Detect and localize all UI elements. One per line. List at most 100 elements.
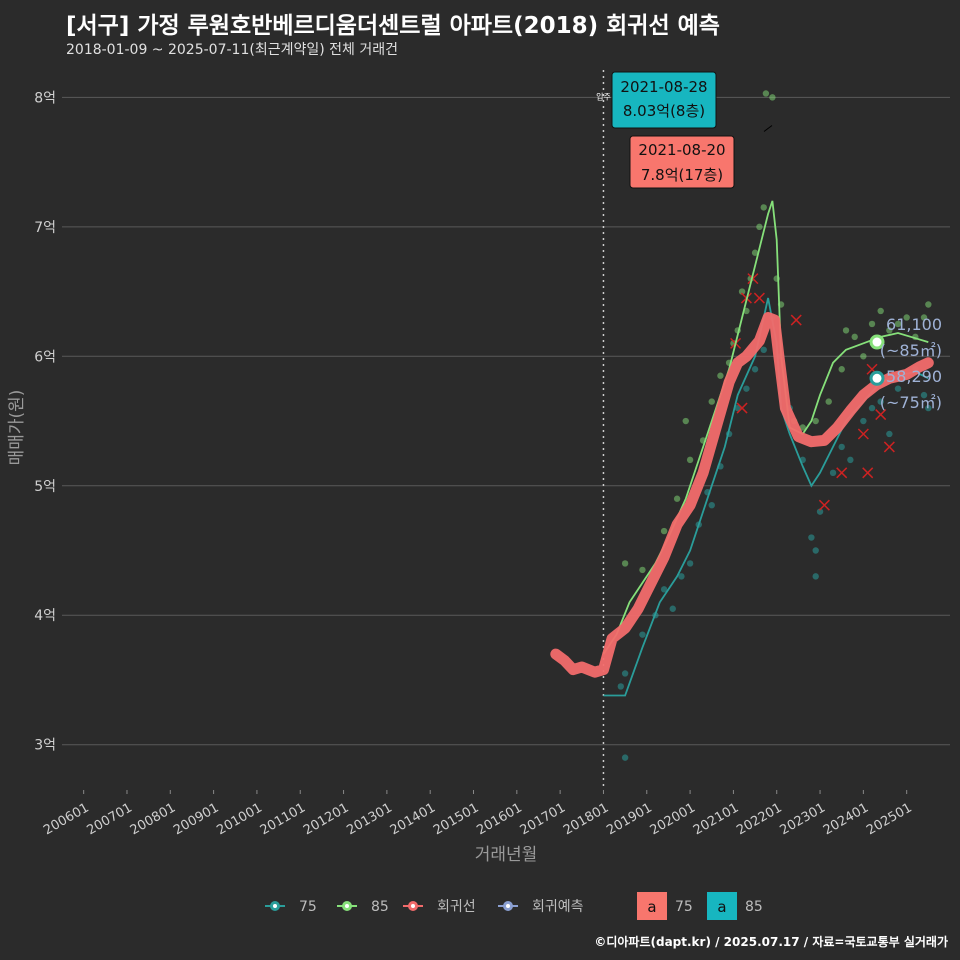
point-85 — [825, 398, 832, 405]
point-75 — [760, 346, 767, 354]
point-85 — [894, 320, 902, 328]
cancelled-mark — [875, 409, 887, 421]
point-85 — [925, 301, 932, 308]
x-tick-label: 202501 — [864, 800, 914, 838]
callout-85-value: 8.03억(8층) — [623, 102, 705, 120]
point-75 — [925, 404, 932, 412]
point-75 — [894, 385, 902, 392]
point-85 — [738, 288, 746, 295]
x-tick-label: 202101 — [691, 800, 741, 838]
x-tick-label: 201501 — [431, 800, 481, 838]
point-85 — [751, 249, 759, 256]
cancelled-mark — [862, 467, 874, 479]
x-tick-label: 201801 — [561, 800, 611, 838]
y-tick-label: 4억 — [34, 608, 56, 624]
chart-subtitle: 2018-01-09 ~ 2025-07-11(최근계약일) 전체 거래건 — [66, 42, 398, 58]
point-75 — [838, 443, 845, 451]
point-75 — [686, 560, 694, 567]
legend-marker-dot-s75 — [273, 904, 277, 908]
cancelled-mark — [736, 402, 748, 414]
point-85 — [886, 327, 893, 334]
move-in-label: 입주 — [596, 92, 611, 101]
y-tick-label: 3억 — [34, 738, 56, 754]
callout-85-box — [611, 71, 717, 129]
point-75 — [751, 366, 759, 373]
end-label-value: 58,290 — [886, 367, 942, 386]
legend-box-letter: a — [717, 898, 726, 916]
legend-label-regression: 회귀선 — [437, 899, 476, 915]
point-85 — [769, 94, 776, 101]
point-75 — [743, 385, 750, 392]
regression-line — [550, 312, 934, 678]
point-85 — [842, 327, 850, 334]
legend-marker-dot-s85 — [345, 904, 349, 908]
callout-75-box — [629, 135, 735, 189]
end-label-value: 61,100 — [886, 315, 942, 334]
legend-label-s75: 75 — [299, 899, 317, 915]
x-tick-label: 202301 — [778, 800, 828, 838]
cancelled-mark — [790, 314, 802, 326]
chart-title: [서구] 가정 루원호반베르디움더센트럴 아파트(2018) 회귀선 예측 — [66, 13, 720, 39]
point-75 — [621, 754, 629, 761]
y-tick-label: 7억 — [34, 220, 56, 236]
y-axis-title: 매매가(원) — [7, 390, 27, 466]
x-tick-label: 201901 — [604, 800, 654, 838]
point-75 — [829, 469, 837, 477]
legend-box-1 — [707, 892, 737, 920]
legend-label-s85: 85 — [371, 899, 389, 915]
point-85 — [860, 353, 867, 360]
point-85 — [799, 424, 806, 431]
cancelled-mark — [857, 428, 869, 440]
point-85 — [682, 417, 689, 425]
x-tick-label: 201301 — [344, 800, 394, 838]
callout-75-date: 2021-08-20 — [638, 141, 725, 159]
point-75 — [669, 605, 676, 612]
x-tick-label: 201201 — [301, 800, 351, 838]
point-85 — [673, 495, 681, 502]
end-point-75 — [869, 370, 885, 386]
cancelled-mark — [818, 499, 830, 511]
end-label-area: (~75㎡) — [880, 393, 942, 412]
x-axis-title: 거래년월 — [475, 845, 538, 865]
point-75 — [660, 586, 668, 593]
point-85 — [851, 333, 858, 341]
legend-box-letter: a — [647, 898, 656, 916]
point-85 — [717, 372, 724, 379]
x-tick-label: 202001 — [648, 800, 698, 838]
point-85 — [660, 527, 668, 535]
source-credit: ©디아파트(dapt.kr) / 2025.07.17 / 자료=국토교통부 실… — [594, 935, 948, 949]
point-75 — [877, 398, 884, 405]
point-75 — [860, 417, 867, 425]
legend-marker-dot-forecast — [506, 904, 510, 908]
cancelled-mark — [753, 292, 765, 304]
point-85 — [621, 560, 629, 567]
legend-box-label: 75 — [675, 899, 693, 915]
x-tick-label: 201701 — [518, 800, 568, 838]
legend-box-0 — [637, 892, 667, 920]
point-85 — [868, 320, 876, 328]
point-75 — [708, 501, 715, 509]
point-75 — [678, 573, 685, 580]
point-85 — [903, 314, 910, 321]
point-85 — [639, 566, 646, 574]
end-label-area: (~85㎡) — [880, 341, 942, 360]
point-75 — [868, 404, 876, 412]
end-point-85 — [869, 334, 885, 350]
point-85 — [838, 366, 845, 373]
callout-85-date: 2021-08-28 — [620, 78, 707, 96]
cancelled-mark — [747, 273, 759, 285]
cancelled-mark — [883, 441, 895, 453]
point-85 — [708, 398, 715, 405]
point-85 — [686, 456, 694, 464]
callout-leader — [763, 125, 773, 132]
point-75 — [734, 404, 741, 412]
x-tick-label: 202401 — [821, 800, 871, 838]
point-75 — [812, 547, 819, 554]
x-tick-label: 201001 — [214, 800, 264, 838]
point-75 — [847, 456, 854, 464]
y-tick-label: 6억 — [34, 349, 56, 365]
point-75 — [617, 683, 624, 690]
legend-label-forecast: 회귀예측 — [532, 899, 584, 915]
point-85 — [877, 307, 884, 315]
